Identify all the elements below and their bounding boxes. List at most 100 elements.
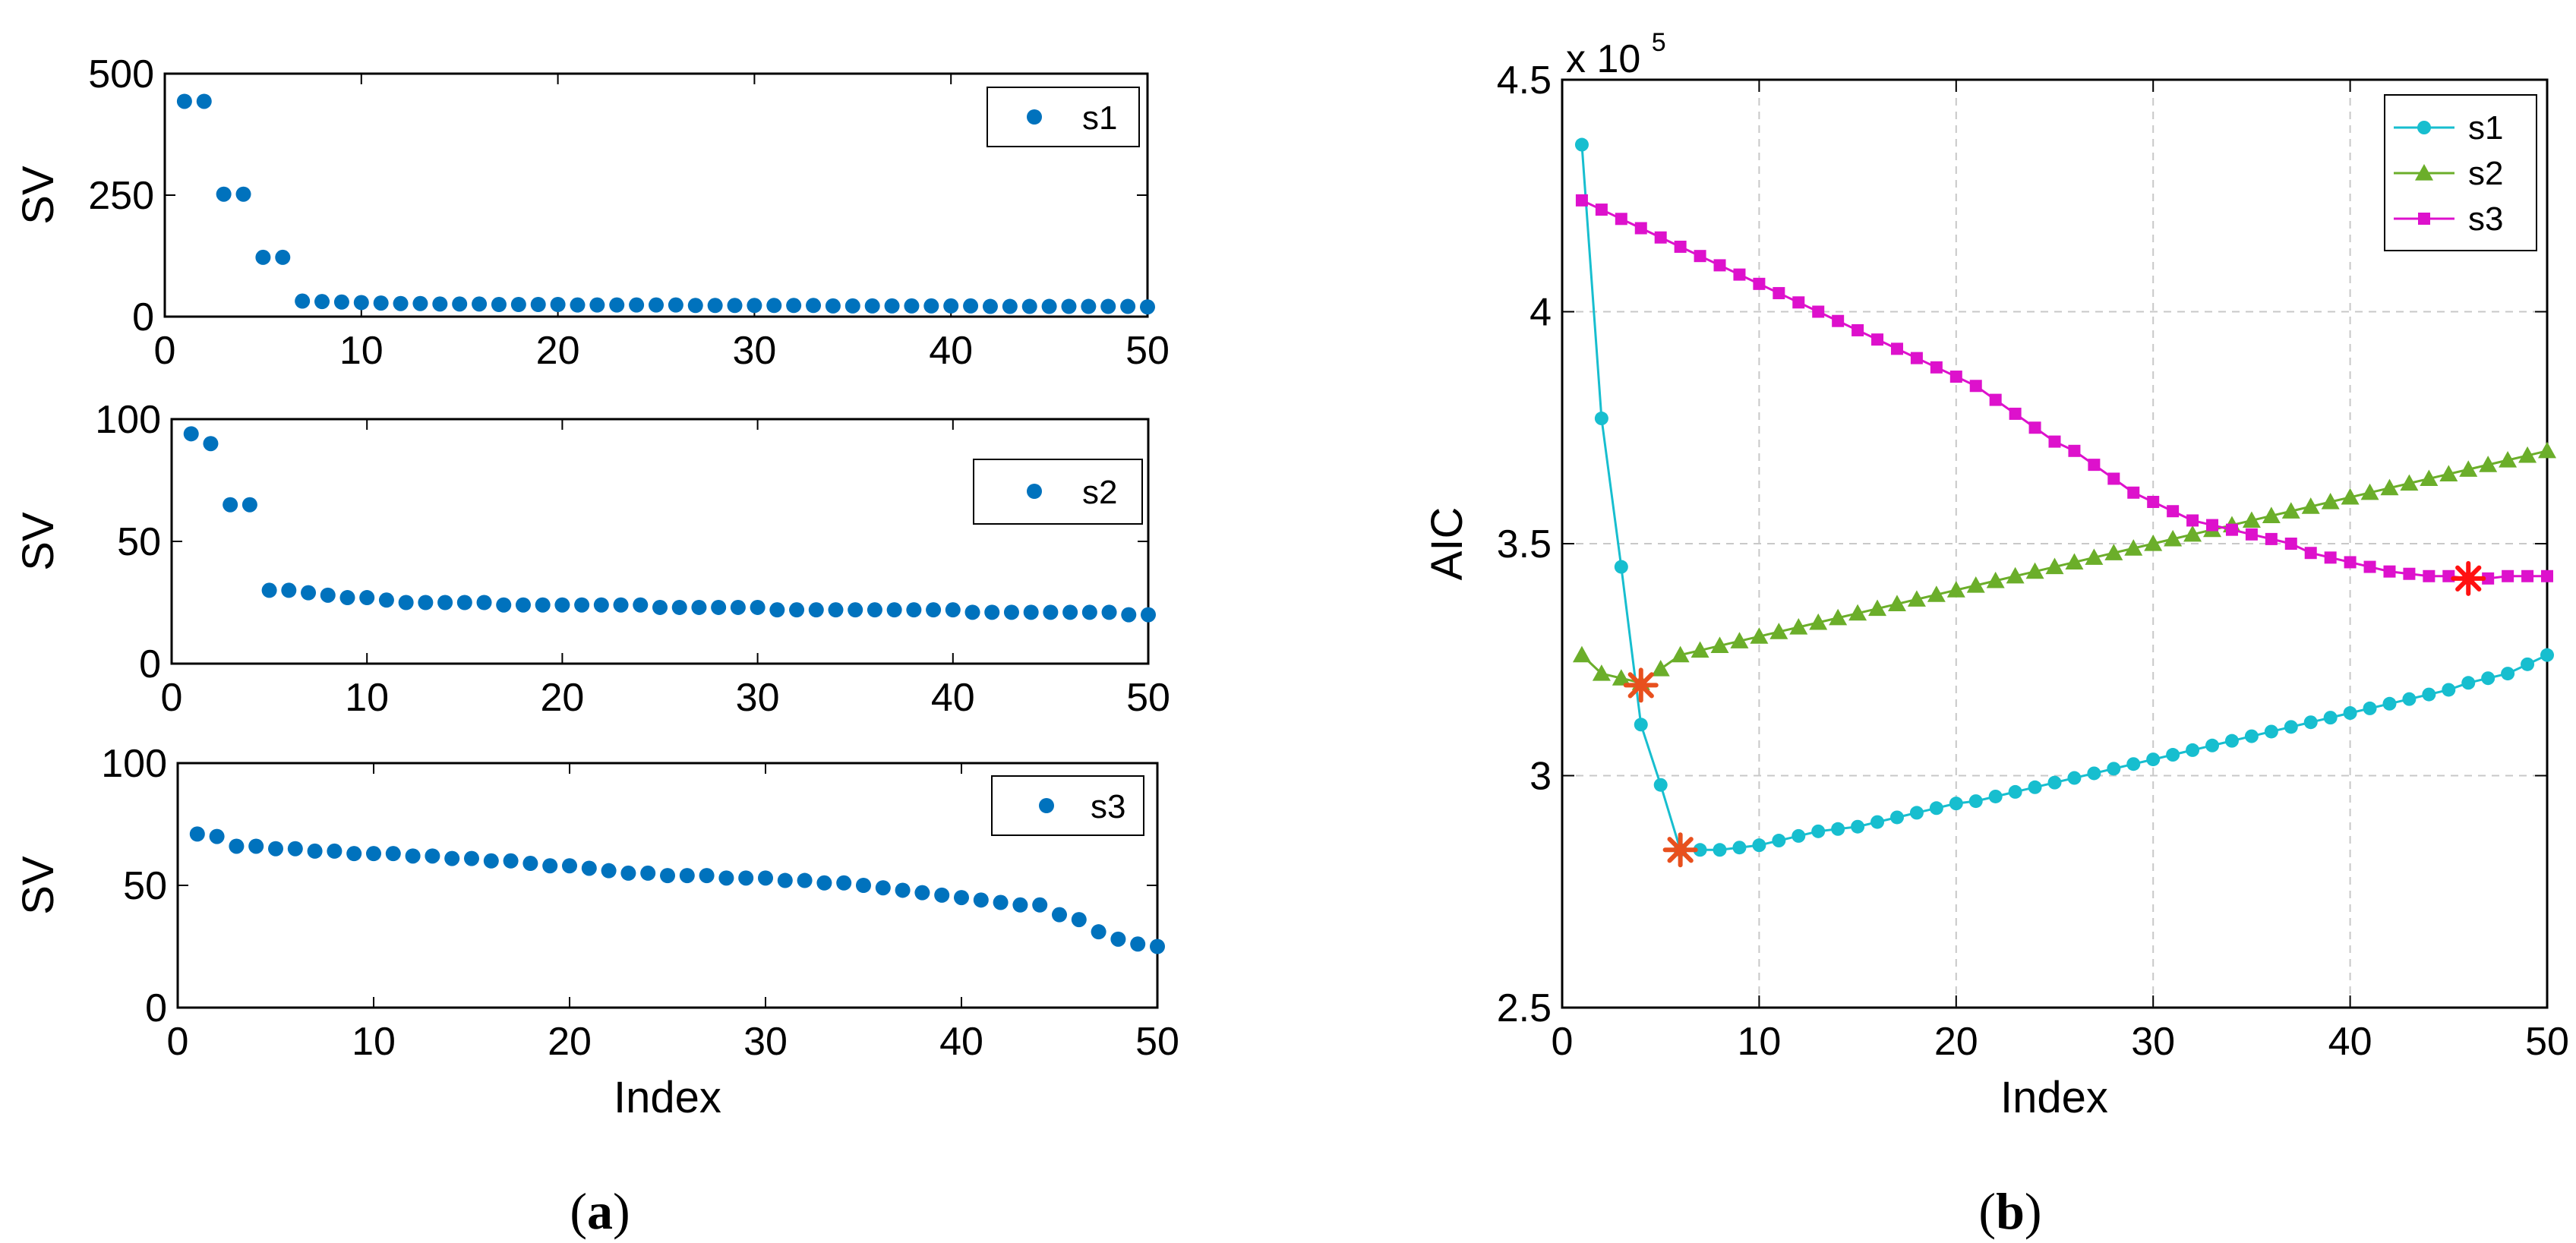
data-point-s3 (1753, 277, 1766, 290)
y-tick-label: 500 (88, 52, 154, 96)
data-point-s1 (2303, 715, 2318, 730)
legend-entry-s3: s3 (2394, 200, 2503, 238)
y-axis-label: SV (14, 856, 63, 915)
data-point-s3 (777, 872, 793, 888)
legend-marker-s3 (2418, 213, 2430, 225)
data-point-s1 (196, 93, 212, 109)
panel-a-bottom-chart: 0 10 20 30 40 50 0 50 100 SV Index s3 (14, 742, 1179, 1122)
y-axis-label: AIC (1422, 507, 1472, 581)
data-point-s2 (1750, 627, 1769, 644)
data-point-s3 (1130, 936, 1146, 952)
data-point-s1 (1831, 822, 1845, 836)
data-point-s1 (1929, 801, 1943, 816)
data-point-s3 (2423, 569, 2436, 582)
data-point-s2 (2144, 535, 2163, 551)
data-point-s1 (1968, 794, 1983, 809)
data-point-s1 (235, 186, 251, 202)
data-point-s3 (640, 865, 656, 881)
data-point-s2 (301, 585, 317, 601)
data-point-s1 (2244, 729, 2259, 743)
data-point-s2 (1062, 604, 1078, 620)
data-point-s3 (1634, 222, 1647, 235)
data-point-s1 (707, 298, 723, 314)
data-point-s1 (1713, 843, 1727, 857)
data-point-s3 (405, 848, 421, 864)
data-point-s1 (1100, 298, 1116, 314)
legend-box (987, 87, 1140, 147)
y-tick-labels: 0 250 500 (88, 52, 1148, 339)
data-point-s3 (679, 868, 695, 884)
data-point-s1 (727, 298, 743, 314)
data-series (1572, 137, 2556, 857)
data-point-s1 (2008, 784, 2022, 799)
data-point-s1 (216, 186, 232, 202)
data-point-s3 (856, 878, 871, 893)
data-point-s1 (255, 249, 271, 265)
data-point-s3 (2088, 459, 2101, 472)
x-tick-label: 20 (548, 1020, 592, 1064)
data-point-s1 (2264, 724, 2278, 739)
data-point-s1 (1653, 778, 1668, 792)
legend-marker-s1 (1027, 109, 1042, 125)
data-point-s3 (1150, 939, 1165, 954)
data-point-s2 (437, 595, 453, 610)
data-point-s3 (993, 894, 1009, 910)
data-point-s3 (2127, 486, 2140, 499)
data-point-s2 (1101, 604, 1117, 620)
data-point-s1 (2461, 676, 2476, 690)
data-point-s1 (2501, 667, 2515, 681)
data-point-s2 (2360, 483, 2379, 500)
y-tick-label: 4.5 (1497, 58, 1552, 103)
data-point-s2 (2045, 557, 2064, 575)
data-point-s1 (2284, 720, 2298, 734)
legend-box (991, 775, 1144, 836)
x-axis-label: Index (2000, 1073, 2108, 1122)
data-point-s2 (926, 602, 942, 618)
data-point-s2 (1023, 604, 1039, 620)
data-point-s3 (2009, 407, 2022, 420)
x-tick-label: 40 (931, 676, 975, 720)
data-point-s2 (496, 597, 512, 613)
data-point-s2 (1612, 669, 1631, 686)
data-point-s1 (2323, 711, 2338, 725)
data-point-s1 (629, 297, 645, 313)
data-point-s1 (1634, 718, 1648, 732)
data-point-s3 (1989, 393, 2002, 406)
x-tick-label: 50 (1135, 1020, 1179, 1064)
data-point-s2 (906, 602, 922, 618)
x-tick-label: 50 (1126, 676, 1170, 720)
plot-frame (163, 72, 1149, 318)
data-point-s3 (2225, 523, 2238, 536)
data-point-s2 (2499, 451, 2518, 468)
data-point-s2 (1081, 604, 1097, 620)
data-point-s2 (2341, 487, 2360, 505)
data-point-s1 (747, 298, 762, 314)
data-point-s1 (452, 296, 468, 312)
x-tick-label: 30 (732, 329, 776, 373)
data-point-s3 (2502, 569, 2514, 582)
x-tick-label: 50 (2525, 1020, 2569, 1064)
x-tick-label: 10 (345, 676, 389, 720)
y-axis-label: SV (14, 166, 63, 225)
x-tick-label: 10 (352, 1020, 396, 1064)
y-tick-label: 0 (132, 295, 154, 339)
data-point-s2 (613, 597, 629, 613)
x-tick-label: 40 (939, 1020, 983, 1064)
data-point-s3 (1615, 213, 1627, 226)
x-tick-label: 30 (2131, 1020, 2175, 1064)
data-point-s3 (2147, 496, 2160, 509)
data-point-s2 (2242, 511, 2261, 528)
data-point-s2 (593, 597, 609, 613)
minimum-marker-s1 (1662, 832, 1698, 868)
data-point-s3 (2304, 547, 2317, 560)
data-point-s1 (1988, 789, 2003, 803)
legend-box (973, 459, 1143, 525)
legend-entries: s1 s2 s3 (2394, 109, 2503, 238)
x-tick-label: 10 (1737, 1020, 1781, 1064)
data-point-s3 (229, 838, 245, 854)
y-tick-label: 4 (1530, 291, 1552, 335)
data-point-s1 (687, 298, 703, 314)
data-point-s2 (1848, 604, 1867, 621)
data-point-s2 (1769, 623, 1788, 639)
data-point-s2 (2459, 460, 2478, 477)
